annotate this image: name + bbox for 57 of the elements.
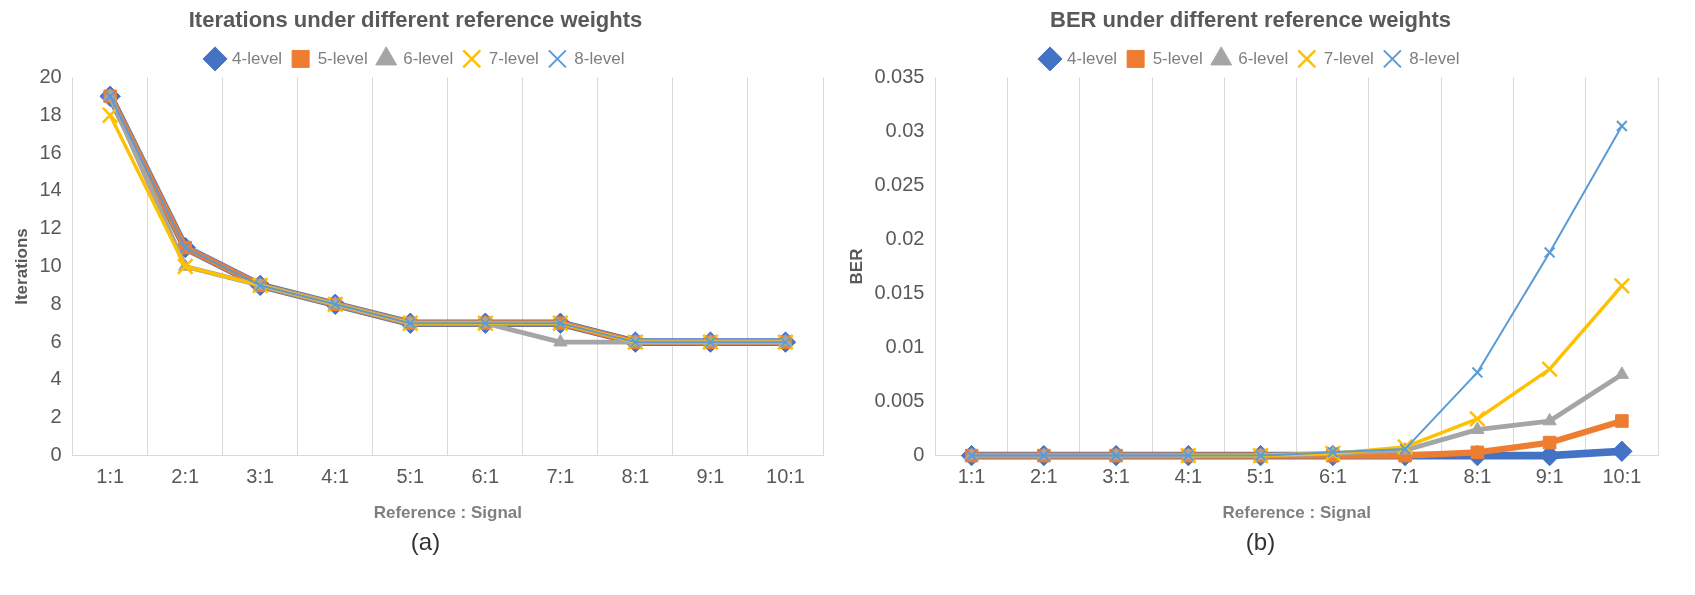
x-tick-label: 9:1	[696, 465, 725, 488]
legend-label: 4-level	[232, 48, 283, 68]
legend-label: 6-level	[403, 48, 454, 68]
x-tick-label: 7:1	[546, 465, 575, 488]
x-tick-label: 3:1	[246, 465, 275, 488]
x-tick-label: 7:1	[1391, 465, 1420, 488]
chart-title: BER under different reference weights	[1050, 7, 1451, 33]
x-tick-label: 6:1	[1318, 465, 1347, 488]
text: (a)	[409, 528, 442, 556]
legend-label: 5-level	[1152, 48, 1203, 68]
legend-label: 8-level	[574, 48, 625, 68]
x-tick-label: 4:1	[1174, 465, 1203, 488]
y-tick-label: 16	[39, 140, 62, 163]
x-tick-label: 8:1	[621, 465, 650, 488]
x-tick-label: 10:1	[1602, 465, 1642, 488]
x-axis-title: Reference : Signal	[1222, 503, 1371, 523]
x-tick-label: 3:1	[1102, 465, 1130, 488]
y-tick-label: 0.01	[885, 335, 925, 358]
y-tick-label: 0.03	[885, 118, 925, 141]
legend-label: 7-level	[1323, 48, 1374, 68]
y-tick-label: 10	[39, 254, 62, 277]
x-tick-label: 8:1	[1463, 465, 1492, 488]
x-tick-label: 4:1	[321, 465, 350, 488]
y-tick-label: 12	[39, 216, 62, 239]
y-axis-title: Iterations	[11, 228, 31, 305]
legend-label: 8-level	[1409, 48, 1460, 68]
y-tick-label: 0.005	[874, 389, 925, 412]
legend-label: 4-level	[1067, 48, 1118, 68]
y-tick-label: 0.02	[885, 227, 925, 249]
x-tick-label: 10:1	[766, 465, 805, 488]
y-tick-label: 0	[913, 443, 925, 466]
x-tick-label: 1:1	[957, 465, 986, 488]
x-tick-label: 2:1	[1029, 465, 1058, 488]
y-tick-label: 4	[50, 367, 62, 390]
y-tick-label: 20	[39, 64, 62, 87]
x-tick-label: 5:1	[1246, 465, 1275, 488]
y-axis-title: BER	[846, 248, 866, 285]
text: (b)	[1244, 528, 1277, 556]
x-tick-label: 1:1	[96, 465, 125, 488]
legend-label: 5-level	[317, 48, 368, 68]
y-tick-label: 6	[50, 329, 62, 352]
y-tick-label: 0.015	[874, 281, 925, 304]
legend-label: 6-level	[1238, 48, 1289, 68]
x-tick-label: 9:1	[1535, 465, 1564, 488]
x-tick-label: 6:1	[471, 465, 500, 488]
x-axis-title: Reference : Signal	[373, 503, 522, 523]
chart-title: Iterations under different reference weights	[188, 7, 643, 33]
x-tick-label: 2:1	[171, 465, 200, 488]
legend-label: 7-level	[488, 48, 539, 68]
y-tick-label: 8	[50, 291, 62, 314]
y-tick-label: 2	[50, 405, 62, 428]
y-tick-label: 14	[39, 178, 62, 201]
y-tick-label: 0	[50, 443, 62, 466]
y-tick-label: 18	[39, 102, 62, 125]
y-tick-label: 0.025	[874, 172, 925, 195]
y-tick-label: 0.035	[874, 64, 925, 87]
x-tick-label: 5:1	[396, 465, 425, 488]
